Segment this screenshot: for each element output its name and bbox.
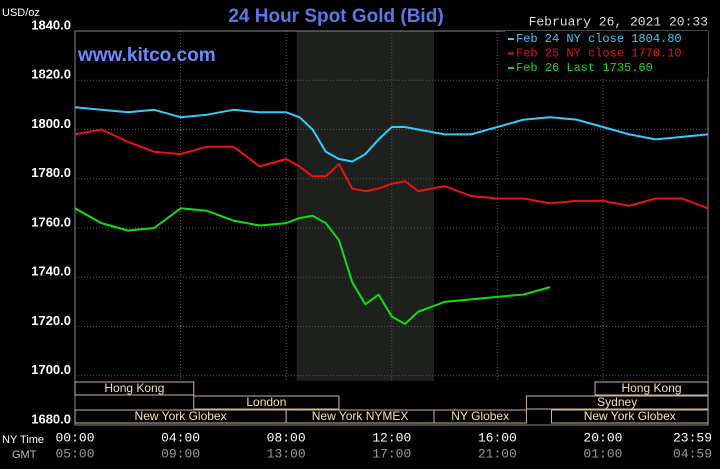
y-tick-label: 1740.0 [31,264,71,279]
highlight-band [296,31,434,381]
x-tick-label: 16:00 [478,430,517,445]
y-tick-label: 1700.0 [31,362,71,377]
watermark: www.kitco.com [77,45,216,66]
x2-tick-label: 05:00 [55,446,94,461]
session-box [433,409,527,424]
session-label: New York Globex [584,409,676,423]
plot-frame [74,30,709,426]
x2-axis-label: GMT [12,449,37,461]
legend-label: Feb 25 NY close 1770.10 [516,47,682,61]
session-label: New York NYMEX [312,409,409,423]
y-tick-label: 1820.0 [31,67,71,82]
session-label: Hong Kong [621,381,681,395]
session-box [594,381,709,396]
session-label: New York Globex [135,409,227,423]
x-tick-label: 12:00 [372,430,411,445]
series-line [74,106,709,163]
y-axis-label: USD/oz [2,7,40,19]
session-box [74,381,195,396]
date-label: February 26, 2021 20:33 [529,14,708,29]
x2-tick-label: 17:00 [372,446,411,461]
session-box [525,395,709,410]
y-tick-label: 1780.0 [31,165,71,180]
x2-tick-label: 01:00 [583,446,622,461]
session-label: Sydney [597,395,637,409]
session-label: London [246,395,286,409]
series-line [74,128,709,210]
chart-title: 24 Hour Spot Gold (Bid) [228,6,443,27]
legend-label: Feb 24 NY close 1804.80 [516,32,682,46]
session-box [550,409,709,424]
y-tick-label: 1800.0 [31,116,71,131]
y-tick-label: 1760.0 [31,214,71,229]
x2-tick-label: 09:00 [161,446,200,461]
y-tick-label: 1720.0 [31,313,71,328]
session-label: NY Globex [451,409,509,423]
x2-tick-label: 04:59 [673,446,712,461]
session-label: Hong Kong [104,381,164,395]
y-tick-label: 1840.0 [31,17,71,32]
x-tick-label: 08:00 [267,430,306,445]
x-tick-label: 00:00 [55,430,94,445]
x-axis-label: NY Time [2,434,44,446]
x-tick-label: 20:00 [583,430,622,445]
x-tick-label: 23:59 [673,430,712,445]
y-tick-label: 1680.0 [31,411,71,426]
x2-tick-label: 21:00 [478,446,517,461]
series-line [74,207,551,325]
legend-label: Feb 26 Last 1735.60 [516,61,653,75]
x2-tick-label: 13:00 [267,446,306,461]
legend-box [505,31,708,77]
session-box [193,395,340,410]
x-tick-label: 04:00 [161,430,200,445]
